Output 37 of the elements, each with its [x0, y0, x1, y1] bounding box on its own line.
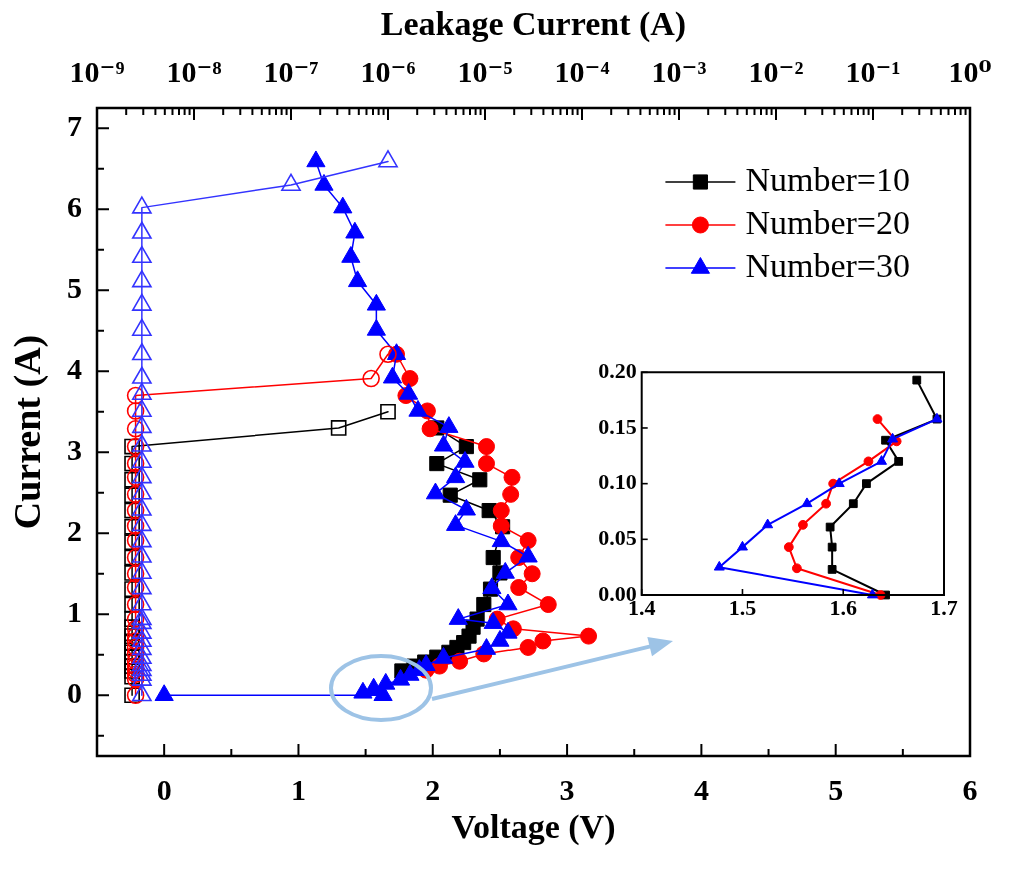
x2-tick-label: 10⁻⁶ [360, 54, 416, 88]
x2-tick-label: 10⁻⁷ [263, 54, 319, 88]
legend-label: Number=20 [745, 203, 911, 241]
y-tick-label: 0.20 [598, 357, 637, 383]
y-tick-label: 4 [67, 352, 82, 385]
x2-tick-label: 10⁻³ [651, 54, 707, 88]
x-tick-label: 2 [425, 772, 441, 806]
x-tick-label: 3 [559, 772, 575, 806]
x-tick-label: 1.5 [728, 594, 757, 620]
x-tick-label: 1.7 [930, 594, 958, 620]
y-tick-label: 6 [67, 190, 82, 223]
x2-tick-label: 10⁻⁸ [166, 54, 222, 88]
x2-axis-title: Leakage Current (A) [380, 5, 687, 44]
y-tick-label: 0.15 [598, 413, 637, 439]
y-axis-title: Current (A) [5, 334, 49, 530]
y-tick-label: 7 [67, 109, 82, 142]
y-tick-label: 3 [67, 433, 82, 466]
x2-tick-label: 10⁻² [748, 54, 804, 88]
y-tick-label: 0.10 [598, 469, 637, 495]
x2-tick-label: 10⁰ [948, 54, 992, 88]
y-tick-label: 0.05 [598, 525, 637, 551]
x-tick-label: 5 [828, 772, 844, 806]
x2-tick-label: 10⁻⁵ [457, 54, 513, 88]
legend-label: Number=10 [745, 160, 911, 198]
x-tick-label: 1.6 [829, 594, 857, 620]
x-tick-label: 0 [156, 772, 172, 806]
x2-tick-label: 10⁻⁹ [69, 54, 125, 88]
x2-tick-label: 10⁻⁴ [554, 54, 610, 88]
y-tick-label: 2 [67, 514, 82, 547]
x-tick-label: 4 [693, 772, 709, 806]
x-axis-title: Voltage (V) [451, 808, 616, 847]
y-tick-label: 0 [67, 676, 82, 709]
legend-label: Number=30 [745, 246, 911, 284]
x-tick-label: 6 [962, 772, 978, 806]
x2-tick-label: 10⁻¹ [845, 54, 901, 88]
x-tick-label: 1 [290, 772, 306, 806]
y-tick-label: 5 [67, 271, 82, 304]
